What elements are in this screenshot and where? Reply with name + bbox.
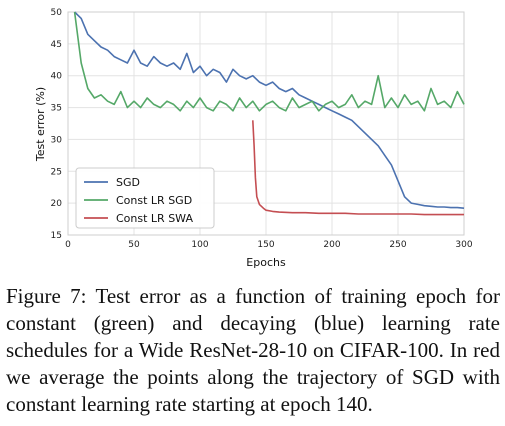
line-chart: 0 50 100 150 200 250 300 15 20 25 30 35 40 45 50 Epoc…	[34, 8, 473, 269]
x-tick-label: 250	[389, 240, 406, 250]
y-tick-label: 50	[51, 8, 63, 18]
x-tick-label: 200	[323, 240, 340, 250]
x-tick-label: 0	[65, 240, 71, 250]
legend: SGD Const LR SGD Const LR SWA	[75, 167, 215, 229]
y-tick-label: 15	[51, 231, 62, 241]
plot-frame	[67, 11, 465, 236]
y-tick-label: 45	[51, 40, 62, 50]
legend-label: SGD	[116, 176, 140, 189]
chart-figure: 0 50 100 150 200 250 300 15 20 25 30 35 40 45 50 Epoc…	[34, 8, 473, 269]
series-line-0	[74, 11, 465, 209]
series-line-2	[252, 120, 464, 216]
y-tick-label: 35	[51, 104, 62, 114]
legend-box	[75, 167, 215, 229]
y-tick-label: 20	[51, 199, 63, 209]
x-tick-label: 50	[128, 240, 140, 250]
x-tick-label: 300	[455, 240, 472, 250]
y-tick-label: 40	[51, 72, 63, 82]
series-lines	[73, 11, 465, 216]
x-tick-label: 150	[257, 240, 274, 250]
y-tick-labels: 15 20 25 30 35 40 45 50	[51, 8, 63, 241]
figure-caption: Figure 7: Test error as a function of tr…	[6, 284, 500, 416]
y-axis-label: Test error (%)	[34, 87, 47, 162]
x-axis-label: Epochs	[246, 256, 286, 269]
x-tick-labels: 0 50 100 150 200 250 300	[65, 240, 473, 250]
legend-label: Const LR SGD	[116, 194, 192, 207]
grid	[67, 11, 465, 236]
x-tick-label: 100	[191, 240, 208, 250]
series-line-1	[73, 11, 465, 112]
legend-label: Const LR SWA	[116, 212, 193, 225]
y-tick-label: 30	[51, 135, 63, 145]
y-tick-label: 25	[51, 167, 62, 177]
